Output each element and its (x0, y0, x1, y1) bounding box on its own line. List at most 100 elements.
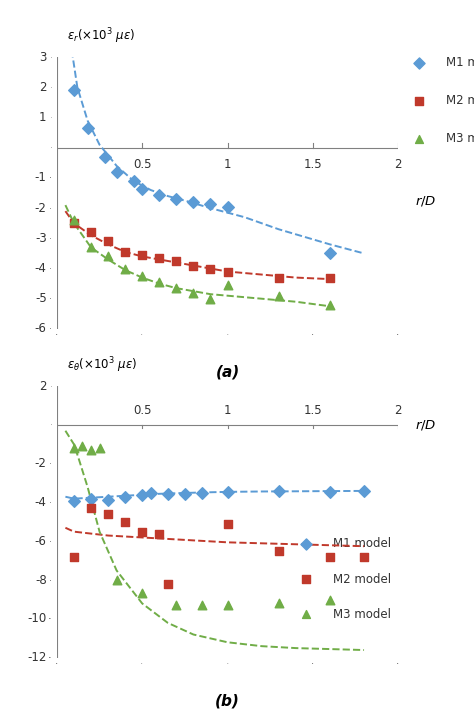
Point (87, 227, 95, 238)
Point (138, 489, 146, 500)
Point (130, 175, 137, 187)
Text: -10: -10 (27, 613, 46, 626)
Point (155, 252, 163, 264)
Point (326, 551, 334, 563)
Text: 1: 1 (39, 111, 46, 124)
Text: (b): (b) (215, 693, 240, 708)
Point (121, 263, 129, 275)
Point (275, 546, 283, 557)
Point (207, 263, 214, 275)
Point (121, 491, 129, 503)
Text: 1.5: 1.5 (303, 404, 322, 417)
Point (87, 493, 95, 504)
Point (70, 551, 78, 563)
Point (70, 495, 78, 506)
Text: (a): (a) (215, 364, 240, 379)
Point (190, 260, 197, 271)
Text: -4: -4 (35, 496, 46, 509)
Point (84, 122, 91, 134)
Point (173, 193, 180, 204)
Text: $\varepsilon_\theta(\times10^3\ \mu\varepsilon)$: $\varepsilon_\theta(\times10^3\ \mu\vare… (67, 355, 137, 375)
Point (70, 84, 78, 96)
Point (275, 485, 283, 497)
Point (87, 242, 95, 253)
Point (70, 443, 78, 454)
Text: -6: -6 (35, 322, 46, 335)
Point (224, 266, 231, 277)
Point (198, 600, 206, 611)
Point (207, 293, 214, 305)
Text: -8: -8 (35, 573, 46, 587)
Point (79, 440, 86, 452)
Point (360, 485, 368, 497)
Point (178, 411, 185, 423)
Point (138, 587, 146, 598)
Point (234, 112, 242, 124)
Point (155, 277, 163, 288)
Text: M2 model: M2 model (446, 94, 474, 107)
Point (104, 251, 112, 262)
Point (207, 198, 214, 209)
Point (198, 487, 206, 498)
Point (164, 488, 172, 500)
Point (173, 600, 180, 611)
Point (113, 166, 120, 177)
Point (275, 272, 283, 283)
Point (360, 551, 368, 563)
Text: $\varepsilon_r(\times10^3\ \mu\varepsilon)$: $\varepsilon_r(\times10^3\ \mu\varepsilo… (67, 26, 136, 46)
Point (326, 299, 334, 310)
Point (178, 416, 185, 428)
Text: M3 model: M3 model (446, 132, 474, 145)
Point (155, 189, 163, 200)
Point (181, 488, 189, 500)
Point (70, 214, 78, 226)
Text: -12: -12 (27, 651, 46, 664)
Point (113, 574, 120, 586)
Point (326, 486, 334, 498)
Text: M1 model: M1 model (446, 56, 474, 69)
Text: 0.5: 0.5 (133, 158, 152, 172)
Text: -6: -6 (35, 535, 46, 548)
Point (138, 183, 146, 194)
Text: -1: -1 (35, 172, 46, 184)
Text: 3: 3 (39, 51, 46, 64)
Point (138, 526, 146, 538)
Text: 2: 2 (39, 81, 46, 94)
Point (87, 445, 95, 456)
Point (121, 516, 129, 528)
Point (121, 246, 129, 257)
Text: M2 model: M2 model (333, 573, 392, 586)
Text: M3 model: M3 model (333, 608, 392, 621)
Text: 1: 1 (224, 404, 231, 417)
Text: 1: 1 (224, 158, 231, 172)
Text: -5: -5 (35, 292, 46, 305)
Point (326, 594, 334, 606)
Point (164, 578, 172, 590)
Text: M1 model: M1 model (333, 537, 392, 550)
Point (173, 282, 180, 294)
Point (147, 487, 155, 498)
Text: 0.5: 0.5 (133, 404, 152, 417)
Text: -2: -2 (35, 202, 46, 214)
Text: $r/D$: $r/D$ (415, 194, 437, 208)
Text: 1.5: 1.5 (303, 158, 322, 172)
Point (224, 486, 231, 498)
Text: -3: -3 (35, 232, 46, 245)
Point (224, 518, 231, 530)
Point (234, 117, 242, 128)
Point (173, 255, 180, 267)
Point (104, 494, 112, 506)
Point (155, 528, 163, 539)
Point (190, 197, 197, 208)
Point (224, 201, 231, 212)
Point (96, 443, 103, 454)
Text: -2: -2 (35, 457, 46, 470)
Point (190, 287, 197, 298)
Point (234, 121, 242, 132)
Point (138, 250, 146, 261)
Point (70, 217, 78, 229)
Text: $r/D$: $r/D$ (415, 418, 437, 432)
Text: 2: 2 (394, 158, 402, 172)
Point (101, 151, 109, 162)
Point (104, 508, 112, 520)
